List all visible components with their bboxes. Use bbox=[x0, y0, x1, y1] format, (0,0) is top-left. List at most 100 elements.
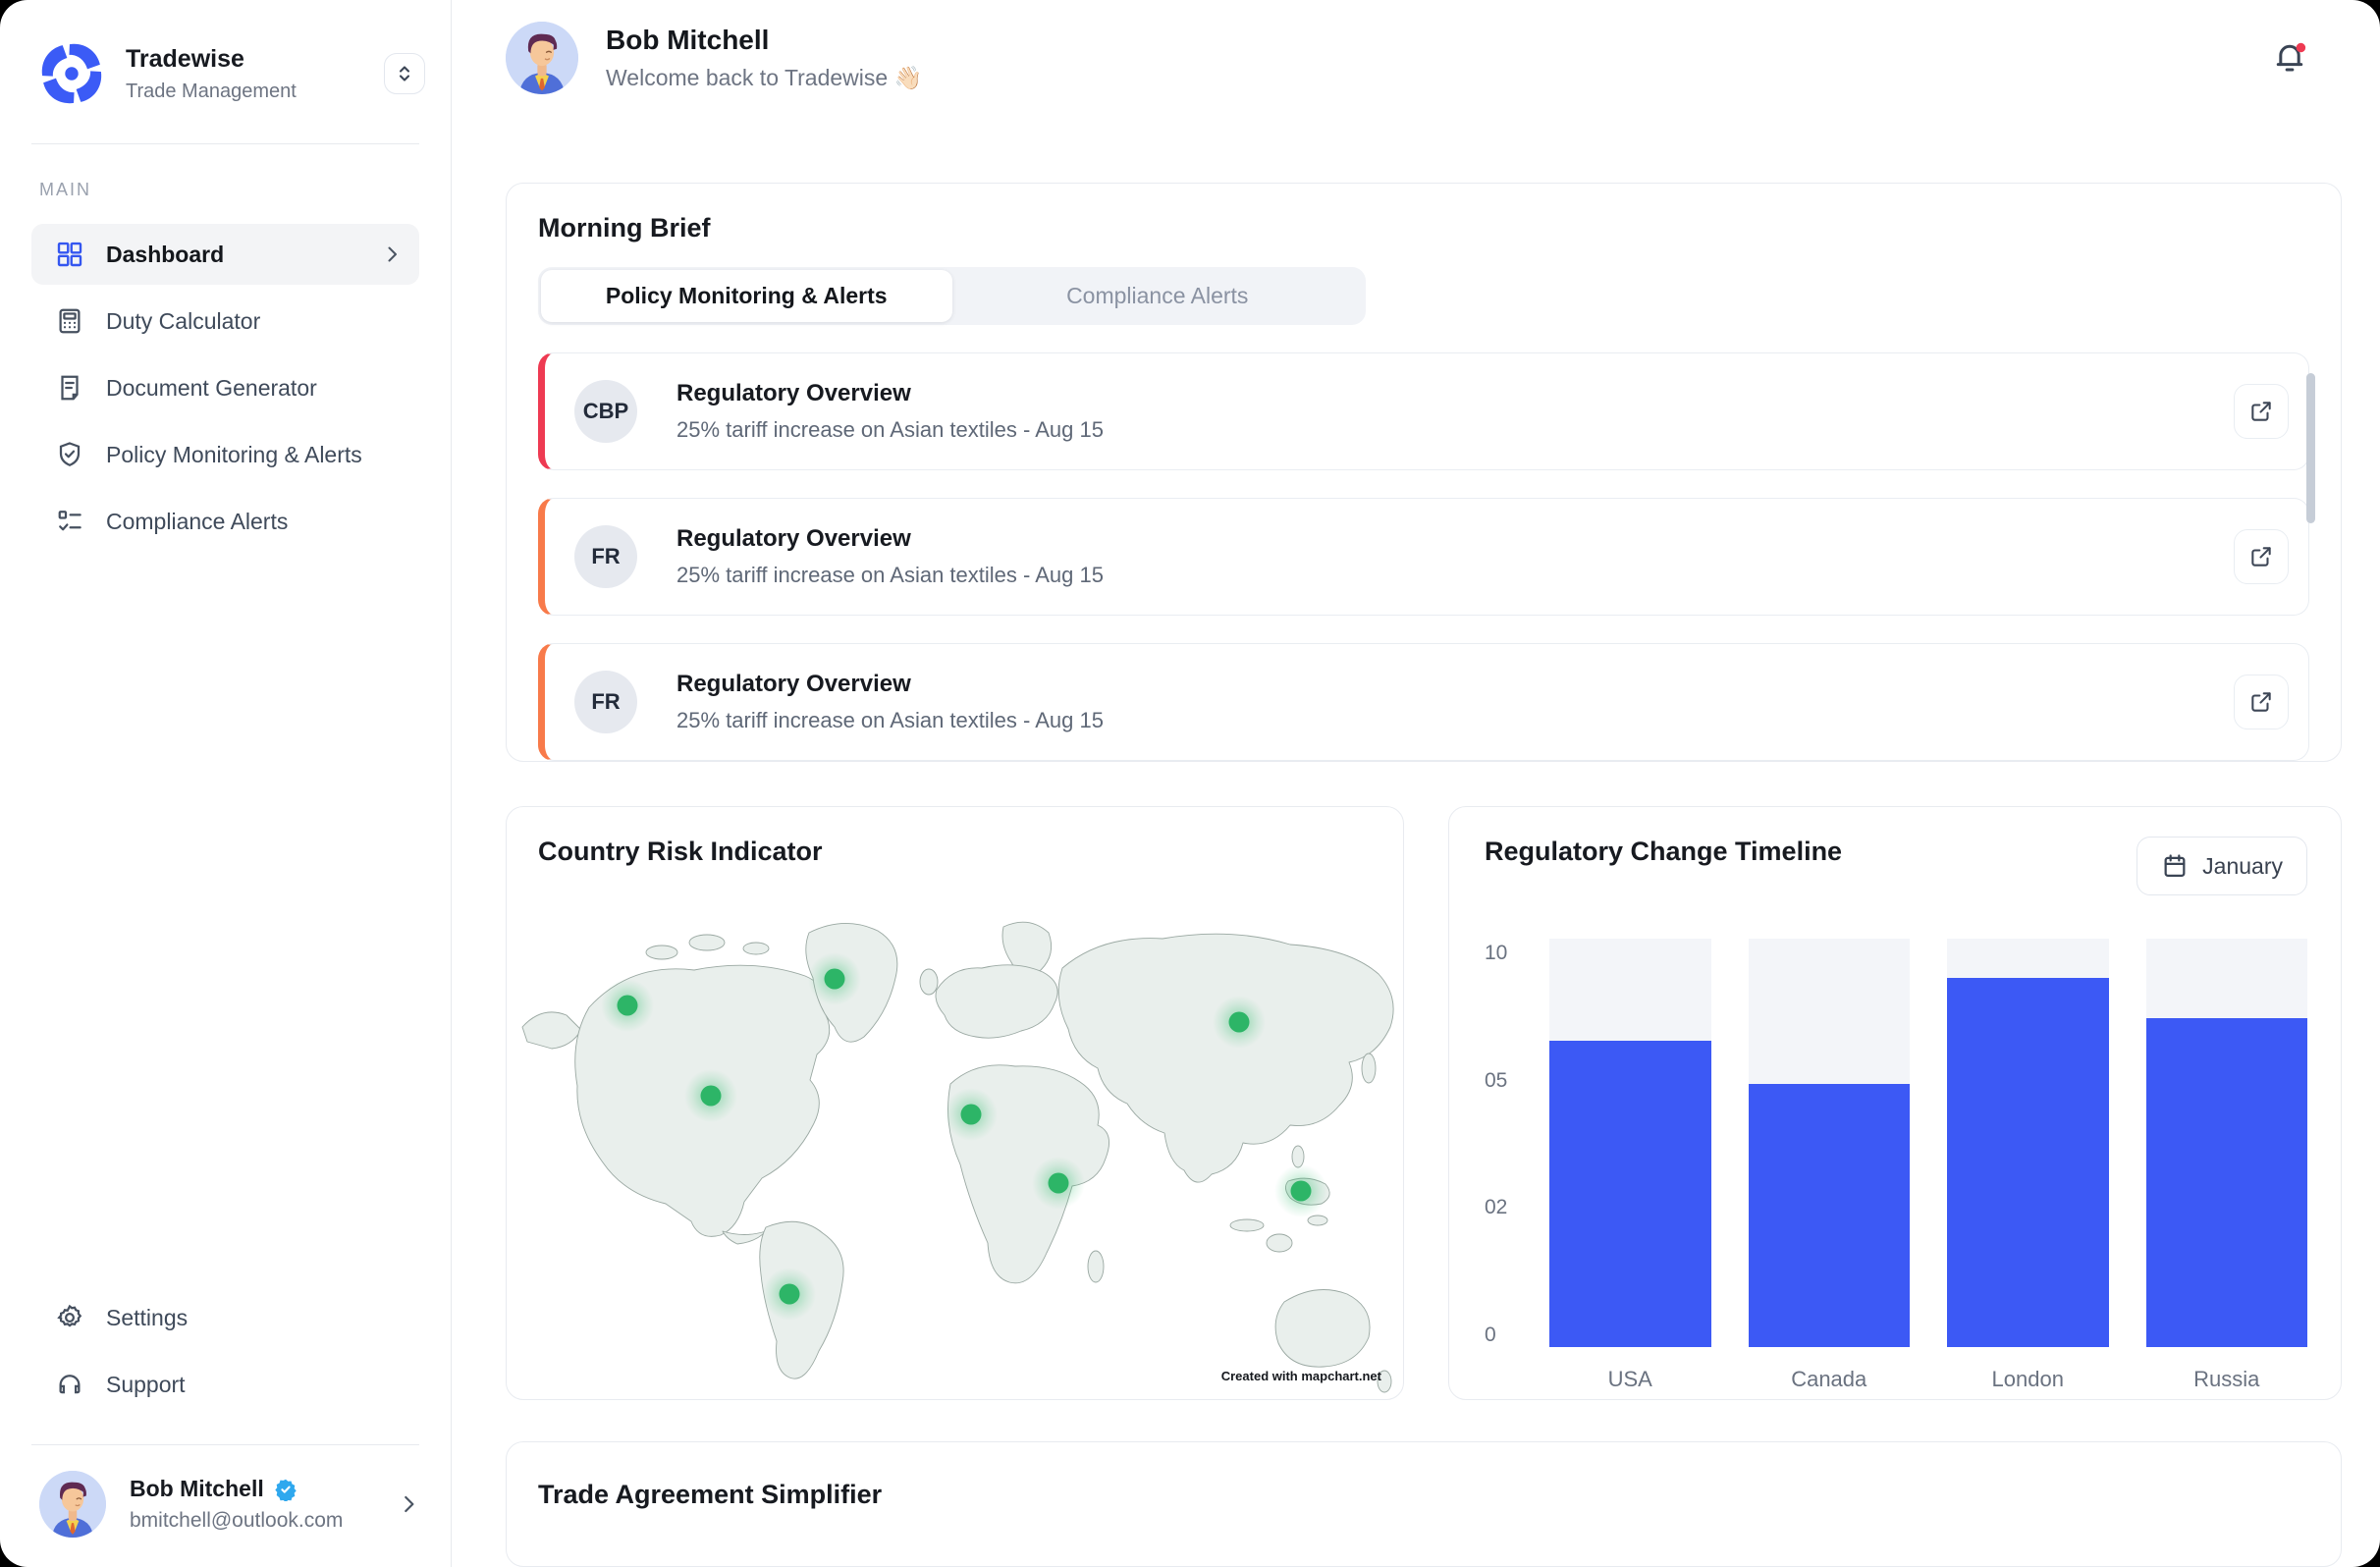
sidebar-item-duty-calculator[interactable]: Duty Calculator bbox=[31, 291, 419, 351]
headphones-icon bbox=[55, 1370, 84, 1399]
notifications-bell-icon[interactable] bbox=[2269, 37, 2310, 79]
nav-section-label: MAIN bbox=[39, 180, 91, 199]
sidebar-header: Tradewise Trade Management bbox=[0, 0, 451, 143]
app-name: Tradewise bbox=[126, 44, 244, 73]
y-tick-label: 02 bbox=[1485, 1196, 1508, 1219]
regulatory-timeline-card: Regulatory Change Timeline January 10 05 0… bbox=[1448, 806, 2342, 1400]
external-link-icon bbox=[2248, 399, 2274, 424]
y-tick-label: 05 bbox=[1485, 1068, 1508, 1092]
bar-canada bbox=[1748, 1083, 1910, 1347]
page-header: Bob Mitchell Welcome back to Tradewise 👋… bbox=[506, 22, 2342, 94]
morning-brief-card: Morning Brief Policy Monitoring & Alerts… bbox=[506, 183, 2342, 762]
mapchart-credit: Created with mapchart.net bbox=[1220, 1369, 1381, 1383]
dashboard-grid-icon bbox=[55, 240, 84, 269]
chevron-right-icon[interactable] bbox=[396, 1491, 421, 1517]
sidebar-bottom-nav: Settings Support bbox=[0, 1287, 451, 1444]
external-link-icon bbox=[2248, 689, 2274, 715]
alert-title: Regulatory Overview bbox=[676, 380, 911, 406]
alert-row[interactable]: CBP Regulatory Overview 25% tariff incre… bbox=[538, 352, 2309, 470]
alert-title: Regulatory Overview bbox=[676, 671, 911, 697]
sidebar-collapse-button[interactable] bbox=[384, 53, 425, 94]
y-tick-label: 10 bbox=[1485, 942, 1508, 964]
alert-row[interactable]: FR Regulatory Overview 25% tariff increa… bbox=[538, 643, 2309, 761]
sidebar-item-dashboard[interactable]: Dashboard bbox=[31, 224, 419, 285]
trade-agreement-card: Trade Agreement Simplifier bbox=[506, 1441, 2342, 1567]
morning-brief-title: Morning Brief bbox=[538, 213, 711, 243]
gear-icon bbox=[55, 1303, 84, 1332]
open-alert-button[interactable] bbox=[2234, 675, 2289, 729]
tradewise-logo-icon bbox=[39, 41, 104, 106]
app-tagline: Trade Management bbox=[126, 80, 297, 102]
sidebar-item-policy-monitoring-alerts[interactable]: Policy Monitoring & Alerts bbox=[31, 424, 419, 485]
risk-marker-horn-of-africa bbox=[1048, 1172, 1069, 1194]
open-alert-button[interactable] bbox=[2234, 529, 2289, 584]
bar-chart: 10 05 02 0 bbox=[1485, 939, 2307, 1347]
risk-marker-papua bbox=[1290, 1180, 1312, 1202]
main-content: Bob Mitchell Welcome back to Tradewise 👋… bbox=[452, 0, 2380, 1567]
external-link-icon bbox=[2248, 544, 2274, 569]
sidebar-item-document-generator[interactable]: Document Generator bbox=[31, 357, 419, 418]
sidebar-user-card[interactable]: Bob Mitchell bmitchell@outlook.com bbox=[0, 1445, 451, 1567]
x-label-canada: Canada bbox=[1791, 1367, 1867, 1391]
risk-marker-algeria bbox=[960, 1104, 982, 1125]
alert-title: Regulatory Overview bbox=[676, 525, 911, 552]
alert-source-badge: CBP bbox=[574, 380, 637, 443]
chevron-right-icon bbox=[380, 243, 404, 266]
verified-badge-icon bbox=[274, 1478, 298, 1501]
bar-usa bbox=[1549, 1041, 1711, 1347]
bar-russia bbox=[2145, 1018, 2307, 1347]
chevron-up-down-icon bbox=[393, 62, 416, 85]
tab-policy-monitoring-alerts[interactable]: Policy Monitoring & Alerts bbox=[541, 270, 952, 322]
country-risk-title: Country Risk Indicator bbox=[538, 837, 823, 866]
shield-check-icon bbox=[55, 440, 84, 469]
sidebar-nav: MAIN Dashboard Duty Calculator Document … bbox=[0, 144, 451, 558]
alerts-list: CBP Regulatory Overview 25% tariff incre… bbox=[538, 352, 2309, 761]
sidebar-item-compliance-alerts[interactable]: Compliance Alerts bbox=[31, 491, 419, 552]
risk-marker-siberia-russia bbox=[1228, 1011, 1250, 1033]
header-user-name: Bob Mitchell bbox=[606, 25, 770, 55]
user-avatar bbox=[39, 1471, 106, 1538]
bar-london bbox=[1947, 977, 2109, 1347]
document-icon bbox=[55, 373, 84, 403]
bar-chart-categories: USA Canada London Russia bbox=[1485, 1367, 2307, 1392]
y-tick-label: 0 bbox=[1485, 1323, 1496, 1346]
period-selector-button[interactable]: January bbox=[2137, 837, 2307, 895]
risk-marker-united-states bbox=[700, 1085, 722, 1107]
x-label-usa: USA bbox=[1607, 1367, 1652, 1391]
alert-subtitle: 25% tariff increase on Asian textiles - … bbox=[676, 417, 1104, 442]
tab-compliance-alerts[interactable]: Compliance Alerts bbox=[1066, 283, 1249, 308]
bar-track-russia bbox=[2145, 939, 2307, 1347]
bar-track-canada bbox=[1748, 939, 1910, 1347]
alert-row[interactable]: FR Regulatory Overview 25% tariff increa… bbox=[538, 498, 2309, 616]
risk-marker-northwest-canada bbox=[617, 995, 638, 1016]
risk-marker-argentina bbox=[779, 1283, 800, 1305]
sidebar-divider-bottom bbox=[31, 1444, 419, 1445]
user-email: bmitchell@outlook.com bbox=[130, 1509, 344, 1532]
x-label-london: London bbox=[1991, 1367, 2064, 1391]
alert-subtitle: 25% tariff increase on Asian textiles - … bbox=[676, 708, 1104, 732]
world-map bbox=[521, 921, 1394, 1393]
sidebar-item-settings[interactable]: Settings bbox=[31, 1287, 419, 1348]
welcome-message: Welcome back to Tradewise 👋🏻 bbox=[606, 65, 923, 90]
calendar-icon bbox=[2161, 852, 2189, 880]
alerts-scrollbar[interactable] bbox=[2306, 373, 2315, 523]
calculator-icon bbox=[55, 306, 84, 336]
bar-track-usa bbox=[1549, 939, 1711, 1347]
alert-subtitle: 25% tariff increase on Asian textiles - … bbox=[676, 563, 1104, 587]
user-name: Bob Mitchell bbox=[130, 1476, 264, 1501]
alert-source-badge: FR bbox=[574, 671, 637, 733]
risk-marker-greenland bbox=[824, 968, 845, 990]
trade-agreement-title: Trade Agreement Simplifier bbox=[538, 1480, 883, 1509]
chart-title: Regulatory Change Timeline bbox=[1485, 837, 1843, 866]
sidebar-item-support[interactable]: Support bbox=[31, 1354, 419, 1415]
bar-track-london bbox=[1947, 939, 2109, 1347]
open-alert-button[interactable] bbox=[2234, 384, 2289, 439]
country-risk-card: Country Risk Indicator bbox=[506, 806, 1404, 1400]
sidebar-divider-top bbox=[31, 143, 419, 144]
morning-brief-tabs: Policy Monitoring & Alerts Compliance Ale… bbox=[538, 267, 1366, 325]
header-avatar bbox=[506, 22, 578, 94]
sidebar: Tradewise Trade Management MAIN Dashboar… bbox=[0, 0, 452, 1567]
period-label: January bbox=[2202, 852, 2283, 879]
checklist-icon bbox=[55, 507, 84, 536]
